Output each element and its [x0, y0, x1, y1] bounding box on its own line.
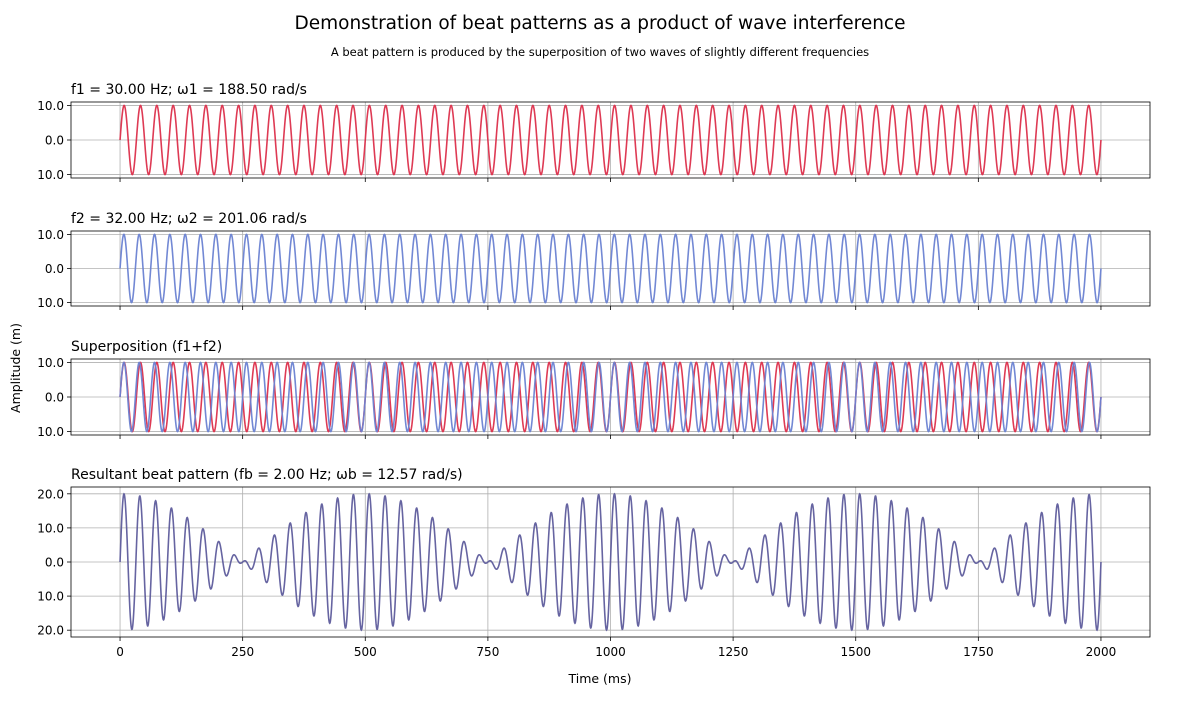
subplot-3: 10.0 0.0 10.0 Superposition (f1+f2) [37, 339, 1151, 439]
y-tick-label: 0.0 [45, 262, 64, 276]
x-tick-label: 1250 [718, 645, 749, 659]
y-tick-label: 10.0 [37, 168, 64, 182]
y-tick-label: 10.0 [37, 228, 64, 242]
x-tick-label: 1500 [840, 645, 871, 659]
figure-title: Demonstration of beat patterns as a prod… [294, 13, 905, 34]
series-line-f1 [119, 104, 1102, 176]
subplot-title: f1 = 30.00 Hz; ω1 = 188.50 rad/s [71, 82, 307, 98]
x-tick-label: 1750 [963, 645, 994, 659]
x-axis-label: Time (ms) [567, 671, 631, 686]
x-tick-label: 0 [116, 645, 124, 659]
subplot-1: 10.0 0.0 10.0 f1 = 30.00 Hz; ω1 = 188.50 ra… [37, 82, 1151, 182]
y-tick-label: 10.0 [37, 99, 64, 113]
x-tick-label: 250 [231, 645, 254, 659]
y-axis-label: Amplitude (m) [8, 323, 23, 413]
y-tick-label: 20.0 [37, 487, 64, 501]
y-tick-label: 0.0 [45, 134, 64, 148]
series-line-f2 [119, 361, 1102, 433]
y-tick-label: 0.0 [45, 556, 64, 570]
x-tick-label: 1000 [595, 645, 626, 659]
y-tick-label: 10.0 [37, 521, 64, 535]
subplots: 10.0 0.0 10.0 f1 = 30.00 Hz; ω1 = 188.50 ra… [37, 82, 1151, 659]
y-tick-label: 10.0 [37, 425, 64, 439]
x-tick-label: 500 [354, 645, 377, 659]
subplot-2: 10.0 0.0 10.0 f2 = 32.00 Hz; ω2 = 201.06 ra… [37, 211, 1151, 310]
y-tick-label: 10.0 [37, 356, 64, 370]
y-tick-label: 0.0 [45, 391, 64, 405]
y-tick-label: 10.0 [37, 590, 64, 604]
y-tick-label: 10.0 [37, 296, 64, 310]
series-line-f2 [119, 233, 1102, 304]
y-tick-label: 20.0 [37, 624, 64, 638]
subplot-4: 0 250 500 750 1000 1250 1500 1750 2000 20.0 10.0 0.… [37, 467, 1151, 659]
x-tick-label: 2000 [1086, 645, 1117, 659]
subplot-title: Superposition (f1+f2) [71, 339, 222, 355]
series-line-f1+f2 [119, 492, 1102, 632]
subplot-title: f2 = 32.00 Hz; ω2 = 201.06 rad/s [71, 211, 307, 227]
x-tick-label: 750 [476, 645, 499, 659]
subplot-title: Resultant beat pattern (fb = 2.00 Hz; ωb… [71, 467, 463, 483]
figure-subtitle: A beat pattern is produced by the superp… [331, 45, 869, 59]
